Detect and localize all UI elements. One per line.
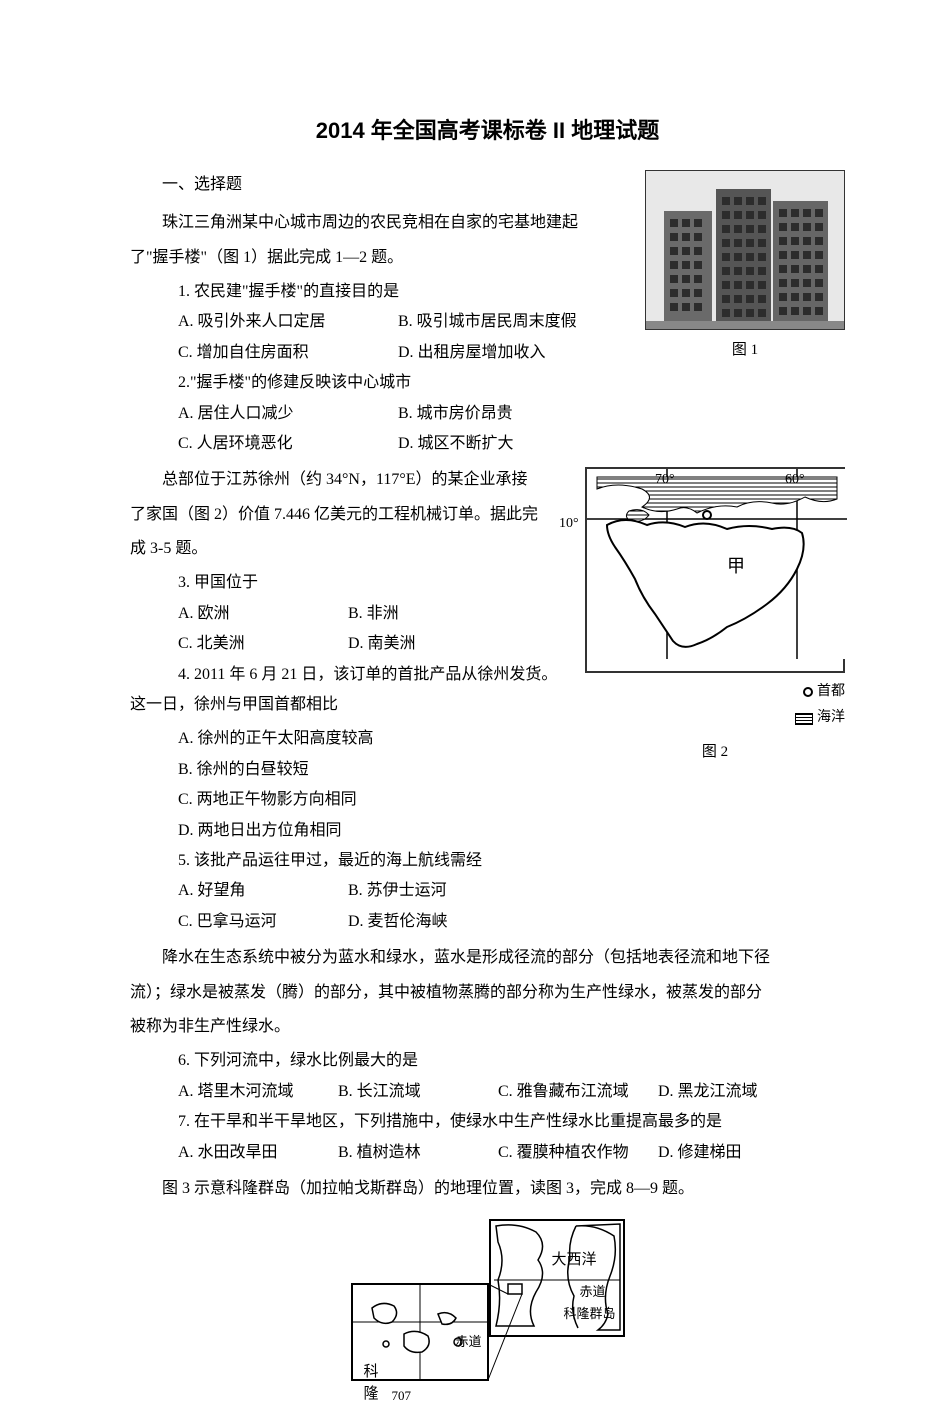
q7-option-a: A. 水田改旱田 (178, 1138, 338, 1168)
map3-atlantic: 大西洋 (552, 1246, 597, 1275)
q5-option-d: D. 麦哲伦海峡 (348, 907, 518, 937)
figure-1-image (645, 170, 845, 330)
map3-long: 隆 (364, 1380, 379, 1409)
q1-option-d: D. 出租房屋增加收入 (398, 338, 618, 368)
page-title: 2014 年全国高考课标卷 II 地理试题 (130, 110, 845, 152)
figure-1-caption: 图 1 (645, 336, 845, 365)
q2-option-a: A. 居住人口减少 (178, 399, 398, 429)
map2-lon-70: 70° (655, 467, 675, 494)
q5-option-c: C. 巴拿马运河 (178, 907, 348, 937)
q7-option-d: D. 修建梯田 (658, 1138, 818, 1168)
map3-equator-2: 赤道 (456, 1330, 482, 1355)
figure-3-map: 大西洋 赤道 科隆群岛 赤道 科 隆 707 (348, 1214, 628, 1384)
intro-3-line-c: 被称为非生产性绿水。 (130, 1012, 845, 1042)
q5-option-a: A. 好望角 (178, 876, 348, 906)
intro-3-line-a: 降水在生态系统中被分为蓝水和绿水，蓝水是形成径流的部分（包括地表径流和地下径 (130, 943, 845, 973)
intro-4: 图 3 示意科隆群岛（加拉帕戈斯群岛）的地理位置，读图 3，完成 8—9 题。 (130, 1174, 845, 1204)
map2-label-jia: 甲 (727, 549, 745, 583)
q1-option-c: C. 增加自住房面积 (178, 338, 398, 368)
map2-lat-10: 10° (559, 511, 579, 538)
q1-option-b: B. 吸引城市居民周末度假 (398, 307, 618, 337)
map2-lon-60: 60° (785, 467, 805, 494)
q6-option-a: A. 塔里木河流域 (178, 1077, 338, 1107)
q3-option-d: D. 南美洲 (348, 629, 518, 659)
q6-option-d: D. 黑龙江流域 (658, 1077, 818, 1107)
q2-option-c: C. 人居环境恶化 (178, 429, 398, 459)
map3-num: 707 (392, 1384, 412, 1409)
q3-option-a: A. 欧洲 (178, 599, 348, 629)
map2-legend-capital-row: 首都 (585, 679, 845, 706)
question-7: 7. 在干旱和半干旱地区，下列措施中，使绿水中生产性绿水比重提高最多的是 (178, 1107, 845, 1137)
q5-option-b: B. 苏伊士运河 (348, 876, 518, 906)
q6-option-c: C. 雅鲁藏布江流域 (498, 1077, 658, 1107)
q7-option-c: C. 覆膜种植农作物 (498, 1138, 658, 1168)
map3-kelong: 科隆群岛 (564, 1302, 616, 1327)
map2-legend-ocean-row: 海洋 (585, 705, 845, 732)
figure-2-container: 70° 60° 10° 甲 首都 海洋 图 2 (585, 467, 845, 766)
q6-option-b: B. 长江流域 (338, 1077, 498, 1107)
map3-equator-1: 赤道 (580, 1280, 606, 1305)
map2-legend-ocean: 海洋 (817, 705, 845, 732)
q4-option-c: C. 两地正午物影方向相同 (178, 785, 845, 815)
hatch-icon (795, 713, 813, 725)
intro-3-line-b: 流）；绿水是被蒸发（腾）的部分，其中被植物蒸腾的部分称为生产性绿水，被蒸发的部分 (130, 978, 845, 1008)
q4-option-d: D. 两地日出方位角相同 (178, 816, 845, 846)
q1-option-a: A. 吸引外来人口定居 (178, 307, 398, 337)
q7-option-b: B. 植树造林 (338, 1138, 498, 1168)
question-2: 2."握手楼"的修建反映该中心城市 (178, 368, 845, 398)
figure-2-caption: 图 2 (585, 738, 845, 767)
q2-option-b: B. 城市房价昂贵 (398, 399, 618, 429)
q2-option-d: D. 城区不断扩大 (398, 429, 618, 459)
figure-1-container: 图 1 (645, 170, 845, 365)
figure-2-map: 70° 60° 10° 甲 (585, 467, 845, 672)
q3-option-b: B. 非洲 (348, 599, 518, 629)
q3-option-c: C. 北美洲 (178, 629, 348, 659)
question-6: 6. 下列河流中，绿水比例最大的是 (178, 1046, 845, 1076)
circle-icon (803, 687, 813, 697)
map2-legend-capital: 首都 (817, 679, 845, 706)
question-5: 5. 该批产品运往甲过，最近的海上航线需经 (178, 846, 845, 876)
